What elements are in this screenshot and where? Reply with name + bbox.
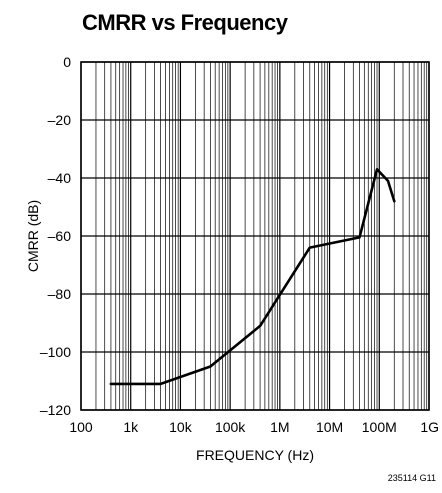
y-axis-label: CMRR (dB) xyxy=(25,200,41,272)
x-tick-label: 100M xyxy=(362,419,397,435)
x-tick-label: 1M xyxy=(270,419,289,435)
y-tick-label: –20 xyxy=(48,112,72,128)
chart-title: CMRR vs Frequency xyxy=(82,10,288,35)
plot-frame xyxy=(80,61,430,411)
y-tick-label: –40 xyxy=(48,170,72,186)
y-tick-labels: 0 –20 –40 –60 –80 –100 –120 xyxy=(40,54,71,418)
figure-number: 235114 G11 xyxy=(387,473,436,483)
y-tick-label: –100 xyxy=(40,344,71,360)
x-tick-label: 100 xyxy=(69,419,93,435)
y-tick-label: –80 xyxy=(48,286,72,302)
grid xyxy=(80,61,430,411)
x-tick-label: 10M xyxy=(316,419,343,435)
x-tick-labels: 100 1k 10k 100k 1M 10M 100M 1G xyxy=(69,419,439,435)
x-tick-label: 10k xyxy=(169,419,193,435)
x-tick-label: 1k xyxy=(123,419,139,435)
y-tick-label: –120 xyxy=(40,402,71,418)
x-axis-label: FREQUENCY (Hz) xyxy=(196,447,314,463)
x-tick-label: 1G xyxy=(420,419,439,435)
cmrr-curve xyxy=(109,168,396,386)
x-tick-label: 100k xyxy=(215,419,246,435)
series-layer xyxy=(109,168,396,386)
y-tick-label: –60 xyxy=(48,228,72,244)
y-tick-label: 0 xyxy=(63,54,71,70)
